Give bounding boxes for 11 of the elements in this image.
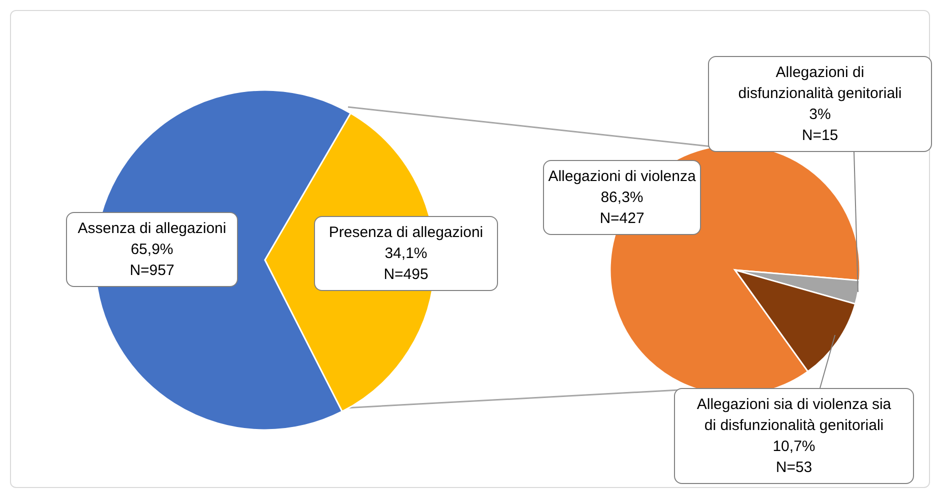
- data-label: 3% N=15: [800, 105, 840, 146]
- data-label: 65,9% N=957: [128, 240, 176, 281]
- slice-label: Allegazioni di disfunzionalità genitoriali: [737, 63, 903, 104]
- slice-label: Presenza di allegazioni: [328, 223, 484, 243]
- data-label: 34,1% N=495: [382, 244, 430, 285]
- pie-slice: [734, 269, 856, 372]
- slice-label: Allegazioni sia di violenza sia di disfunzionalità genitoriali: [696, 395, 892, 436]
- slice-label: Allegazioni di violenza: [547, 167, 697, 187]
- data-label: 10,7% N=53: [772, 437, 816, 478]
- slice-label: Assenza di allegazioni: [76, 219, 228, 239]
- data-label: 86,3% N=427: [598, 188, 646, 229]
